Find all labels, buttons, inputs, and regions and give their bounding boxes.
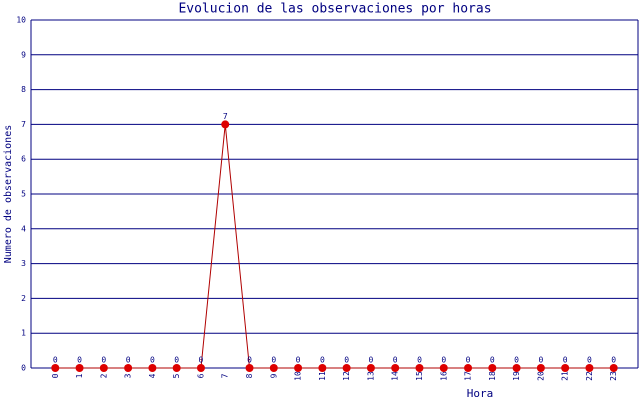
data-point [464, 364, 473, 372]
x-tick-label: 6 [196, 373, 205, 378]
x-tick-label: 13 [366, 371, 375, 381]
x-tick-label: 22 [585, 371, 594, 381]
x-tick-label: 18 [488, 371, 497, 381]
data-line [55, 124, 614, 369]
x-tick-label: 21 [561, 371, 570, 381]
data-label: 0 [150, 356, 155, 365]
x-tick-label: 17 [464, 371, 473, 381]
data-point [609, 364, 618, 372]
data-label: 0 [417, 356, 422, 365]
y-tick-label: 5 [21, 190, 26, 199]
data-label: 0 [174, 356, 179, 365]
x-axis-label: Hora [467, 387, 494, 400]
y-tick-label: 1 [21, 329, 26, 338]
x-tick-label: 10 [294, 371, 303, 381]
data-label: 0 [441, 356, 446, 365]
data-point [391, 364, 400, 372]
data-label: 0 [247, 356, 252, 365]
data-point [148, 364, 157, 372]
data-point [221, 120, 230, 129]
x-tick-label: 19 [512, 371, 521, 381]
data-point [415, 364, 424, 372]
data-label: 0 [369, 356, 374, 365]
data-point [75, 364, 84, 372]
data-label: 0 [587, 356, 592, 365]
data-label: 0 [101, 356, 106, 365]
x-tick-label: 1 [75, 373, 84, 378]
y-tick-label: 4 [21, 224, 26, 233]
data-point [439, 364, 448, 372]
data-label: 0 [271, 356, 276, 365]
data-point [51, 364, 60, 372]
y-tick-label: 3 [21, 259, 26, 268]
data-label: 0 [393, 356, 398, 365]
x-tick-label: 2 [99, 373, 108, 378]
data-label: 7 [223, 112, 228, 121]
data-point [512, 364, 521, 372]
data-label: 0 [466, 356, 471, 365]
data-label: 0 [77, 356, 82, 365]
x-tick-label: 11 [318, 371, 327, 381]
data-label: 0 [538, 356, 543, 365]
data-point [99, 364, 108, 372]
x-tick-label: 0 [51, 373, 60, 378]
data-point [585, 364, 594, 372]
data-label: 0 [126, 356, 131, 365]
data-label: 0 [296, 356, 301, 365]
data-point [294, 364, 303, 372]
data-point [196, 364, 205, 372]
y-tick-label: 7 [21, 120, 26, 129]
data-point [366, 364, 375, 372]
y-tick-label: 8 [21, 85, 26, 94]
x-tick-label: 9 [269, 373, 278, 378]
y-tick-label: 6 [21, 155, 26, 164]
x-tick-label: 20 [536, 371, 545, 381]
data-point [318, 364, 327, 372]
x-tick-label: 15 [415, 371, 424, 381]
x-tick-label: 14 [391, 371, 400, 381]
data-label: 0 [514, 356, 519, 365]
x-tick-label: 12 [342, 371, 351, 381]
x-tick-label: 23 [609, 371, 618, 381]
chart-title: Evolucion de las observaciones por horas [178, 2, 491, 17]
x-tick-label: 16 [439, 371, 448, 381]
x-tick-label: 3 [124, 373, 133, 378]
data-label: 0 [490, 356, 495, 365]
data-point [488, 364, 497, 372]
y-tick-label: 2 [21, 294, 26, 303]
y-tick-label: 10 [16, 16, 26, 25]
data-label: 0 [344, 356, 349, 365]
data-label: 0 [53, 356, 58, 365]
data-point [269, 364, 278, 372]
x-tick-label: 5 [172, 373, 181, 378]
x-tick-label: 4 [148, 373, 157, 378]
y-tick-label: 0 [21, 364, 26, 373]
y-tick-label: 9 [21, 50, 26, 59]
data-point [342, 364, 351, 372]
x-tick-label: 7 [221, 373, 230, 378]
data-point [536, 364, 545, 372]
data-point [245, 364, 254, 372]
data-label: 0 [199, 356, 204, 365]
data-label: 0 [320, 356, 325, 365]
data-point [172, 364, 181, 372]
x-tick-label: 8 [245, 373, 254, 378]
data-point [561, 364, 570, 372]
data-label: 0 [563, 356, 568, 365]
y-axis-label: Numero de observaciones [3, 125, 14, 263]
data-point [124, 364, 133, 372]
data-label: 0 [611, 356, 616, 365]
